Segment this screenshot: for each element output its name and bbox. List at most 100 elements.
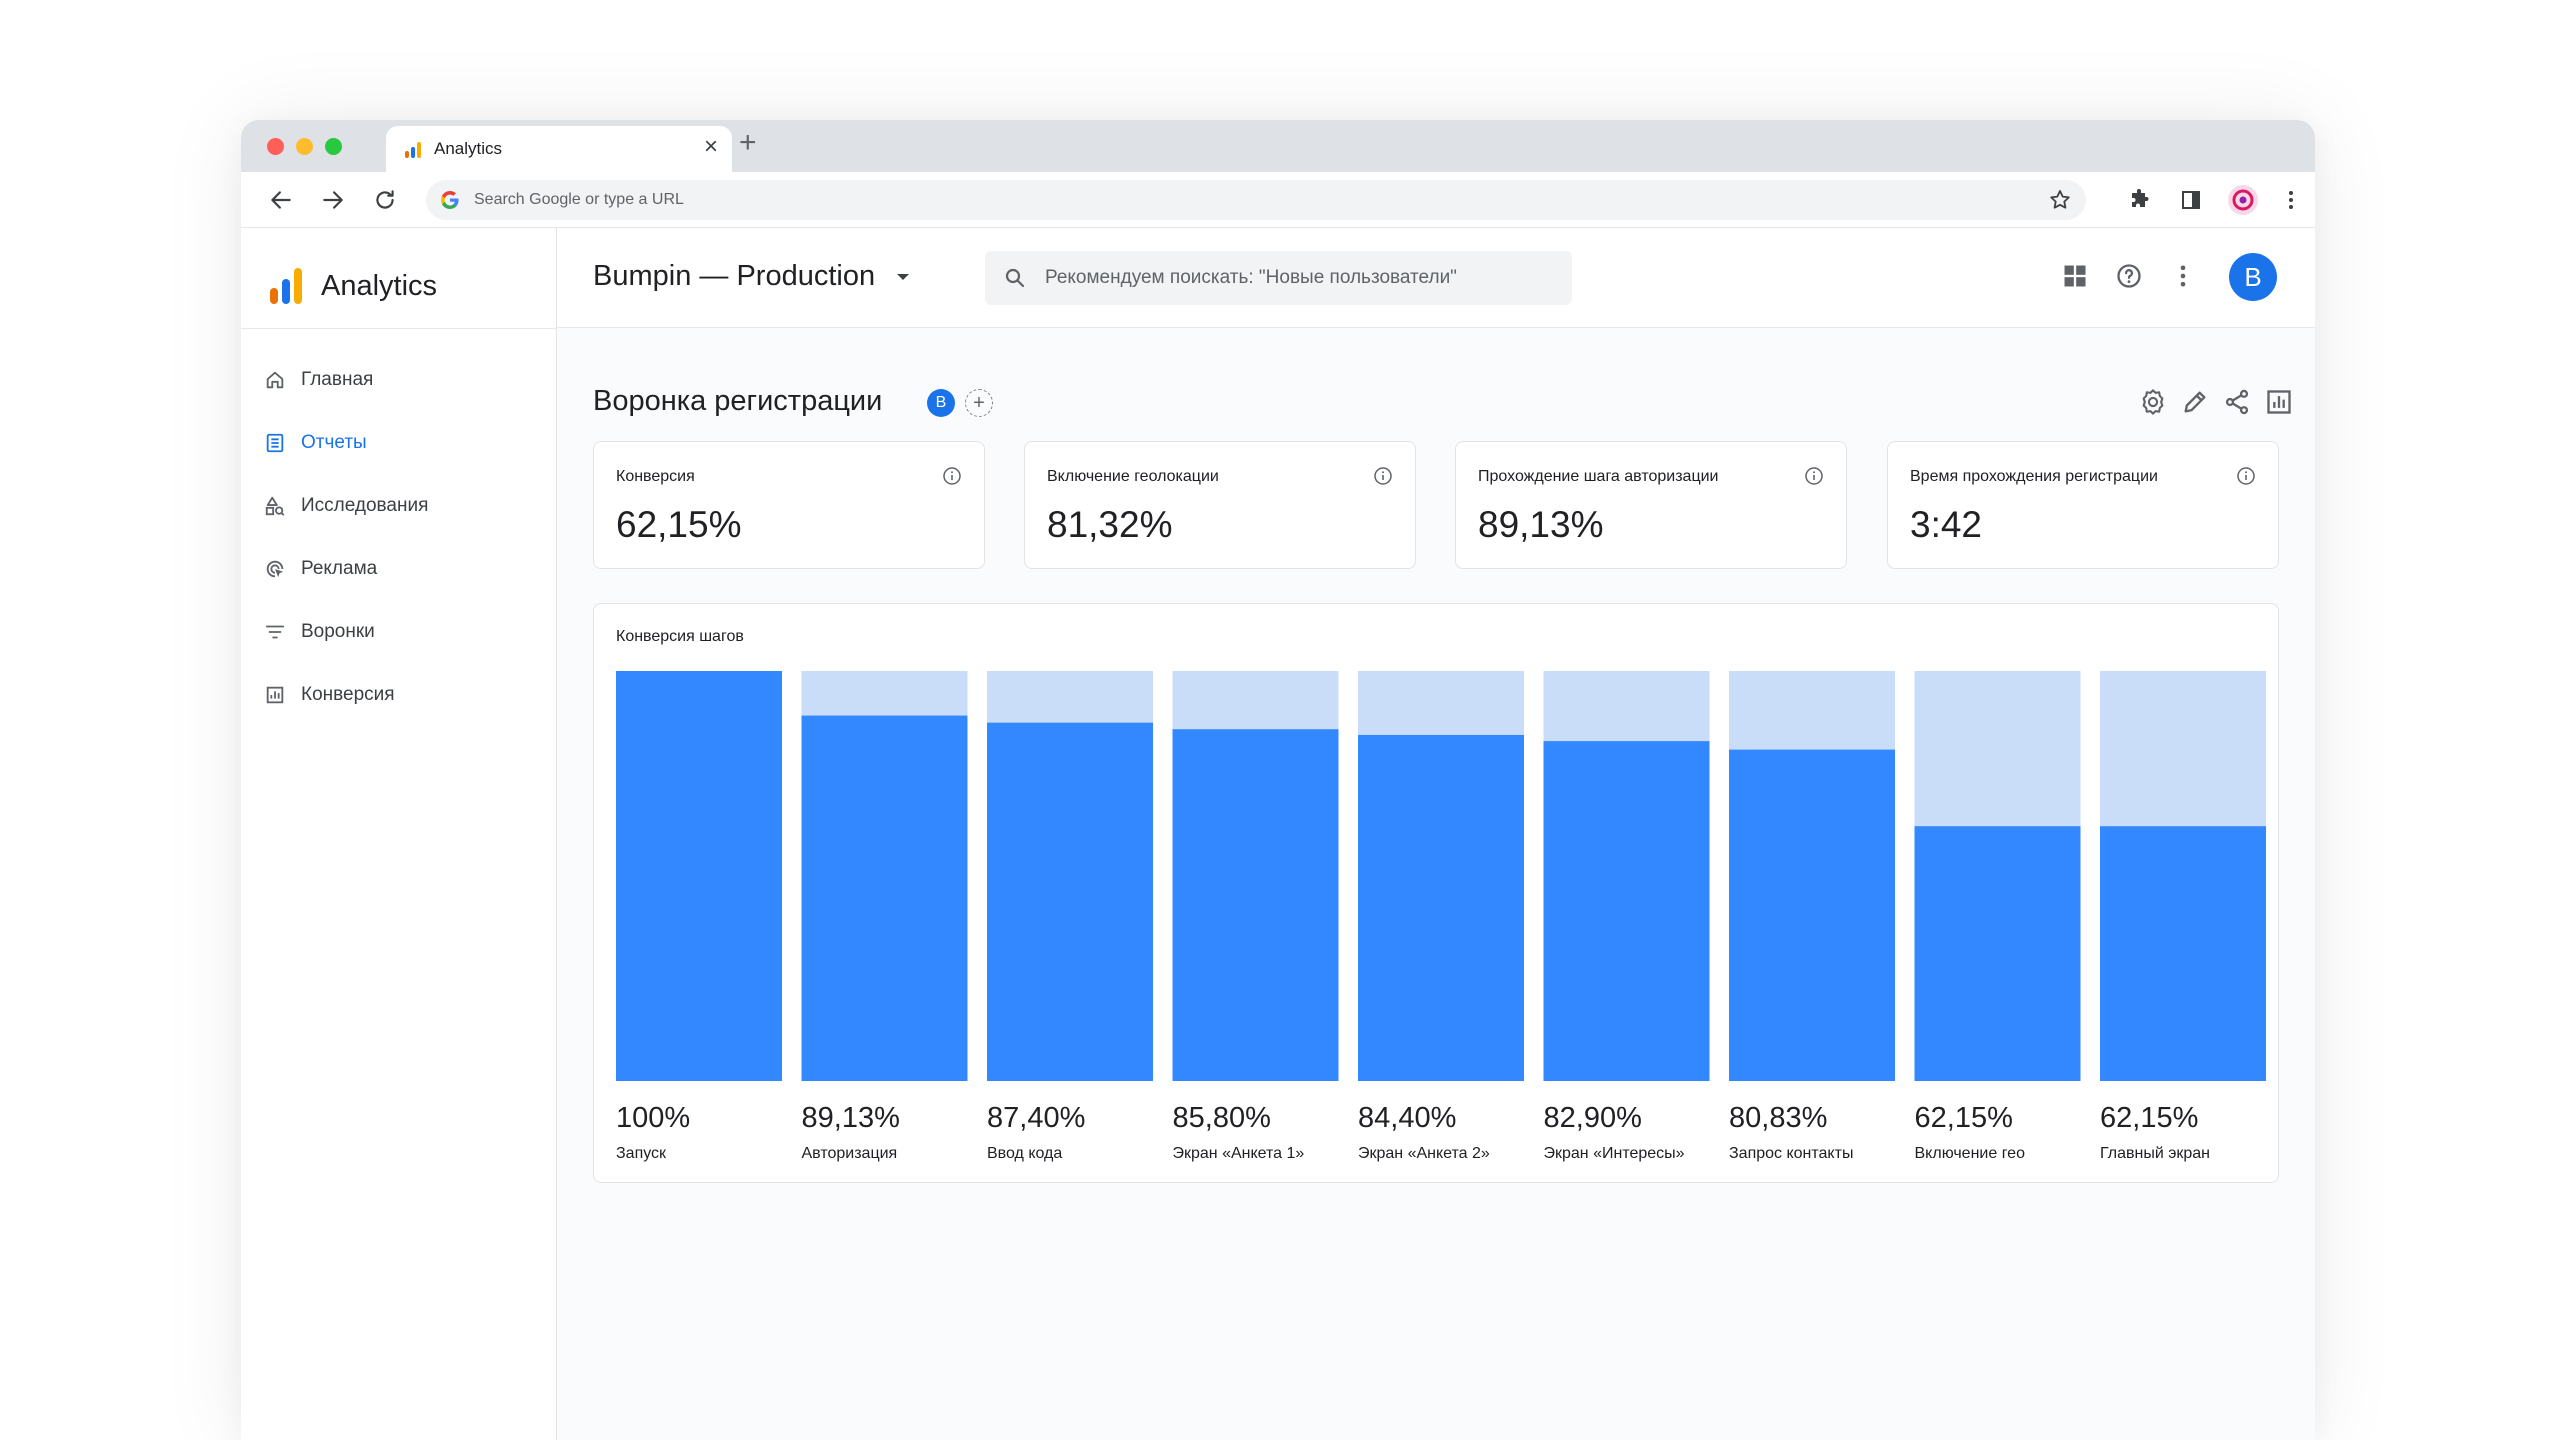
browser-menu-button[interactable] bbox=[2275, 184, 2307, 216]
bookmark-star-icon[interactable] bbox=[2048, 188, 2072, 212]
bar-value-label: 62,15% bbox=[2100, 1102, 2198, 1134]
extensions-button[interactable] bbox=[2124, 184, 2156, 216]
explore-icon bbox=[263, 494, 287, 518]
category-label: Ввод кода bbox=[987, 1145, 1062, 1162]
browser-window: Analytics × + Search Google or type a UR… bbox=[241, 120, 2315, 1440]
funnel-chart-card: Конверсия шагов 100% Запуск 89,13% Авториза… bbox=[593, 603, 2279, 1183]
back-button[interactable] bbox=[265, 184, 297, 216]
kpi-card-registration-time[interactable]: Время прохождения регистрации 3:42 bbox=[1887, 441, 2279, 569]
bar[interactable] bbox=[2100, 826, 2266, 1081]
sidebar-item-label: Воронки bbox=[301, 620, 375, 642]
sidebar-item-home[interactable]: Главная bbox=[241, 348, 557, 411]
google-g-icon bbox=[441, 191, 459, 209]
bar[interactable] bbox=[1358, 734, 1524, 1081]
kpi-value: 89,13% bbox=[1478, 504, 1604, 545]
sidebar-item-label: Конверсия bbox=[301, 683, 395, 705]
kpi-label: Включение геолокации bbox=[1047, 468, 1219, 485]
kpi-value: 81,32% bbox=[1047, 504, 1173, 545]
bar[interactable] bbox=[1914, 826, 2081, 1081]
reports-icon bbox=[263, 431, 287, 455]
info-icon[interactable] bbox=[1373, 466, 1393, 486]
minimize-window-button[interactable] bbox=[296, 138, 313, 155]
analytics-logo-icon bbox=[270, 268, 302, 304]
sidebar-item-label: Отчеты bbox=[301, 431, 367, 453]
sidebar-item-explore[interactable]: Исследования bbox=[241, 474, 557, 537]
bar-value-label: 84,40% bbox=[1358, 1102, 1456, 1134]
sidebar-item-label: Реклама bbox=[301, 557, 378, 579]
bar-value-label: 100% bbox=[616, 1102, 690, 1134]
kpi-card-conversion[interactable]: Конверсия 62,15% bbox=[593, 441, 985, 569]
edit-icon[interactable] bbox=[2181, 388, 2209, 416]
advertising-icon bbox=[263, 557, 287, 581]
category-label: Экран «Интересы» bbox=[1544, 1145, 1685, 1162]
bar[interactable] bbox=[1172, 729, 1339, 1081]
category-label: Запрос контакты bbox=[1729, 1145, 1853, 1162]
info-icon[interactable] bbox=[2236, 466, 2256, 486]
insights-chart-icon[interactable] bbox=[2265, 388, 2293, 416]
maximize-window-button[interactable] bbox=[325, 138, 342, 155]
category-label: Авторизация bbox=[802, 1145, 898, 1162]
bar[interactable] bbox=[801, 715, 968, 1081]
comparison-badge[interactable]: B bbox=[927, 389, 955, 417]
home-icon bbox=[263, 368, 287, 392]
sidebar-item-advertising[interactable]: Реклама bbox=[241, 537, 557, 600]
reload-button[interactable] bbox=[369, 184, 401, 216]
sidebar-item-conversion[interactable]: Конверсия bbox=[241, 663, 557, 726]
brand-title: Analytics bbox=[321, 269, 438, 302]
category-label: Экран «Анкета 2» bbox=[1358, 1145, 1490, 1162]
side-panel-button[interactable] bbox=[2175, 184, 2207, 216]
property-selector[interactable]: Bumpin — Production bbox=[593, 260, 911, 293]
kpi-label: Время прохождения регистрации bbox=[1910, 468, 2158, 485]
sidebar-item-reports[interactable]: Отчеты bbox=[241, 411, 557, 474]
kpi-card-geolocation[interactable]: Включение геолокации 81,32% bbox=[1024, 441, 1416, 569]
tab-title: Analytics bbox=[434, 139, 503, 158]
close-window-button[interactable] bbox=[267, 138, 284, 155]
side-panel-icon bbox=[2182, 191, 2200, 209]
apps-grid-icon[interactable] bbox=[2061, 262, 2089, 290]
kpi-value: 62,15% bbox=[616, 504, 742, 545]
arrow-right-icon bbox=[323, 191, 343, 209]
profile-button[interactable] bbox=[2227, 184, 2259, 216]
more-vert-icon[interactable] bbox=[2169, 262, 2197, 290]
bar-value-label: 85,80% bbox=[1173, 1102, 1271, 1134]
page-title: Воронка регистрации bbox=[593, 385, 883, 417]
kpi-card-authorization[interactable]: Прохождение шага авторизации 89,13% bbox=[1455, 441, 1847, 569]
omnibox-placeholder: Search Google or type a URL bbox=[474, 191, 684, 208]
omnibox[interactable]: Search Google or type a URL bbox=[426, 180, 2086, 220]
chart-title: Конверсия шагов bbox=[616, 628, 744, 645]
kpi-label: Конверсия bbox=[616, 468, 695, 485]
category-label: Включение гео bbox=[1915, 1145, 2026, 1162]
browser-toolbar: Search Google or type a URL bbox=[241, 172, 2315, 228]
bar-value-label: 80,83% bbox=[1729, 1102, 1827, 1134]
sidebar-item-funnels[interactable]: Воронки bbox=[241, 600, 557, 663]
sidebar-divider bbox=[241, 328, 557, 329]
account-avatar[interactable]: B bbox=[2229, 253, 2277, 301]
bar[interactable] bbox=[1729, 749, 1895, 1081]
kpi-value: 3:42 bbox=[1910, 504, 1983, 545]
main-content: Bumpin — Production Рекомендуем поискать… bbox=[557, 228, 2315, 1440]
tab-strip: Analytics × + bbox=[241, 120, 2315, 172]
help-icon[interactable] bbox=[2115, 262, 2143, 290]
puzzle-icon bbox=[2132, 189, 2149, 207]
search-input[interactable]: Рекомендуем поискать: "Новые пользовател… bbox=[985, 251, 1572, 305]
settings-icon[interactable] bbox=[2139, 388, 2167, 416]
browser-tab[interactable]: Analytics × bbox=[386, 126, 732, 172]
property-name: Bumpin — Production bbox=[593, 260, 876, 292]
share-icon[interactable] bbox=[2223, 388, 2251, 416]
add-comparison-button[interactable]: + bbox=[965, 389, 993, 417]
bar-value-label: 62,15% bbox=[1915, 1102, 2013, 1134]
new-tab-button[interactable]: + bbox=[739, 126, 757, 159]
bar[interactable] bbox=[987, 722, 1153, 1081]
sidebar: Analytics Главная Отчеты Исследования Ре… bbox=[241, 228, 557, 1440]
brand[interactable]: Analytics bbox=[269, 266, 437, 306]
kpi-label: Прохождение шага авторизации bbox=[1478, 468, 1719, 485]
info-icon[interactable] bbox=[1804, 466, 1824, 486]
bar[interactable] bbox=[616, 671, 782, 1081]
close-tab-icon[interactable]: × bbox=[703, 133, 718, 160]
arrow-left-icon bbox=[271, 191, 291, 209]
conversion-icon bbox=[263, 683, 287, 707]
bar[interactable] bbox=[1543, 741, 1710, 1081]
info-icon[interactable] bbox=[942, 466, 962, 486]
forward-button[interactable] bbox=[317, 184, 349, 216]
more-vert-icon bbox=[2289, 191, 2293, 209]
